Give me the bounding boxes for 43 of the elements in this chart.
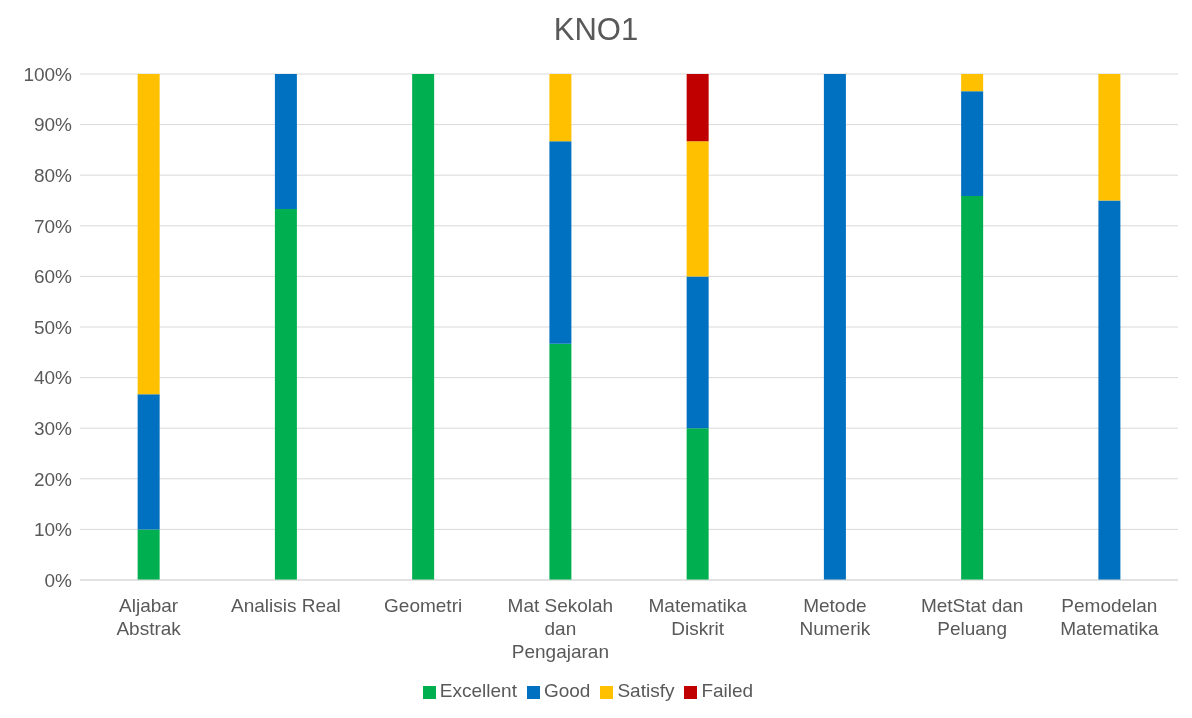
bar — [137, 529, 160, 580]
y-tick-label: 40% — [33, 367, 73, 389]
bar — [1098, 200, 1121, 580]
bar — [686, 276, 709, 429]
bar — [961, 74, 984, 92]
y-tick-label: 50% — [33, 316, 73, 338]
y-tick-label: 20% — [33, 468, 73, 490]
legend-label: Satisfy — [617, 680, 675, 701]
bar — [1098, 74, 1121, 201]
bar — [274, 74, 297, 210]
x-tick-label: Geometri — [384, 595, 463, 616]
legend-label: Failed — [701, 680, 754, 701]
x-tick-label: Analisis Real — [230, 595, 341, 616]
y-tick-label: 30% — [33, 417, 73, 439]
x-tick-label: Mat Sekolah dan Pengajaran — [507, 595, 614, 662]
bar — [823, 74, 846, 580]
y-tick-label: 0% — [44, 569, 73, 591]
legend-label: Excellent — [439, 680, 517, 701]
x-tick-label: Matematika Diskrit — [648, 595, 748, 639]
bar — [686, 428, 709, 580]
bar — [412, 74, 435, 580]
y-tick-label: 100% — [23, 63, 73, 85]
y-tick-label: 70% — [33, 215, 73, 237]
x-tick-label: Aljabar Abstrak — [116, 595, 182, 639]
y-tick-label: 60% — [33, 266, 73, 288]
y-tick-label: 90% — [33, 114, 73, 136]
bar — [137, 394, 160, 530]
y-tick-label: 10% — [33, 519, 73, 541]
chart-title: KNO1 — [552, 11, 640, 49]
bar — [686, 74, 709, 142]
x-tick-label: MetStat dan Peluang — [920, 595, 1024, 639]
bar — [549, 343, 572, 580]
x-tick-label: Pemodelan Matematika — [1060, 595, 1159, 639]
bar — [549, 141, 572, 344]
bar — [274, 209, 297, 580]
x-tick-label: Metode Numerik — [799, 595, 871, 639]
bar — [686, 141, 709, 277]
bar — [961, 91, 984, 196]
bar — [961, 195, 984, 580]
bar — [137, 74, 160, 395]
bar — [549, 74, 572, 142]
legend-label: Good — [543, 680, 591, 701]
y-tick-label: 80% — [33, 164, 73, 186]
